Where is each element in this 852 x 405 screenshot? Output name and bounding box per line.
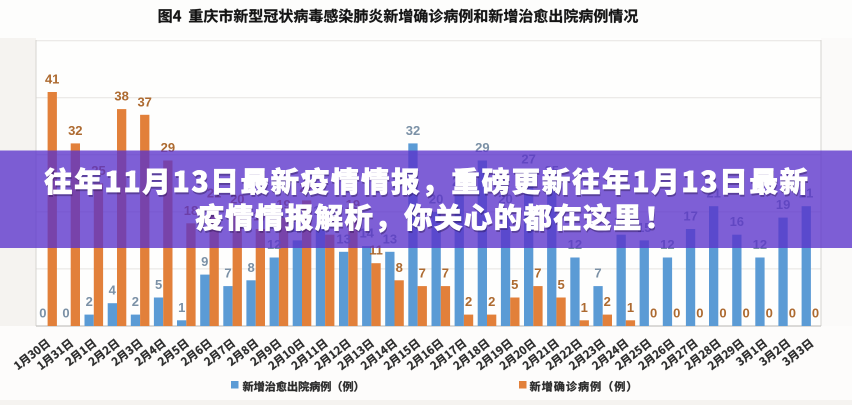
svg-text:7: 7 bbox=[442, 266, 449, 281]
svg-text:41: 41 bbox=[45, 72, 59, 87]
svg-text:1: 1 bbox=[178, 300, 185, 315]
svg-text:1: 1 bbox=[627, 300, 634, 315]
svg-text:1: 1 bbox=[581, 300, 588, 315]
svg-text:5: 5 bbox=[511, 277, 518, 292]
svg-text:0: 0 bbox=[789, 306, 796, 321]
svg-text:0: 0 bbox=[696, 306, 703, 321]
svg-text:2: 2 bbox=[604, 294, 611, 309]
svg-text:2: 2 bbox=[86, 294, 93, 309]
svg-text:5: 5 bbox=[155, 277, 162, 292]
svg-text:9: 9 bbox=[201, 254, 208, 269]
svg-text:0: 0 bbox=[812, 306, 819, 321]
svg-text:32: 32 bbox=[406, 123, 420, 138]
svg-text:8: 8 bbox=[396, 260, 403, 275]
svg-text:0: 0 bbox=[719, 306, 726, 321]
svg-text:5: 5 bbox=[557, 277, 564, 292]
svg-text:0: 0 bbox=[650, 306, 657, 321]
svg-text:0: 0 bbox=[766, 306, 773, 321]
svg-text:7: 7 bbox=[419, 266, 426, 281]
svg-text:4: 4 bbox=[109, 283, 117, 298]
svg-text:37: 37 bbox=[137, 94, 151, 109]
svg-text:2: 2 bbox=[465, 294, 472, 309]
svg-text:7: 7 bbox=[594, 266, 601, 281]
svg-text:2: 2 bbox=[488, 294, 495, 309]
svg-text:0: 0 bbox=[62, 306, 69, 321]
svg-text:7: 7 bbox=[534, 266, 541, 281]
svg-text:38: 38 bbox=[114, 89, 128, 104]
svg-text:32: 32 bbox=[68, 123, 82, 138]
svg-text:0: 0 bbox=[39, 306, 46, 321]
svg-text:0: 0 bbox=[742, 306, 749, 321]
svg-text:8: 8 bbox=[247, 260, 254, 275]
svg-text:2: 2 bbox=[132, 294, 139, 309]
svg-text:7: 7 bbox=[224, 266, 231, 281]
svg-text:0: 0 bbox=[673, 306, 680, 321]
